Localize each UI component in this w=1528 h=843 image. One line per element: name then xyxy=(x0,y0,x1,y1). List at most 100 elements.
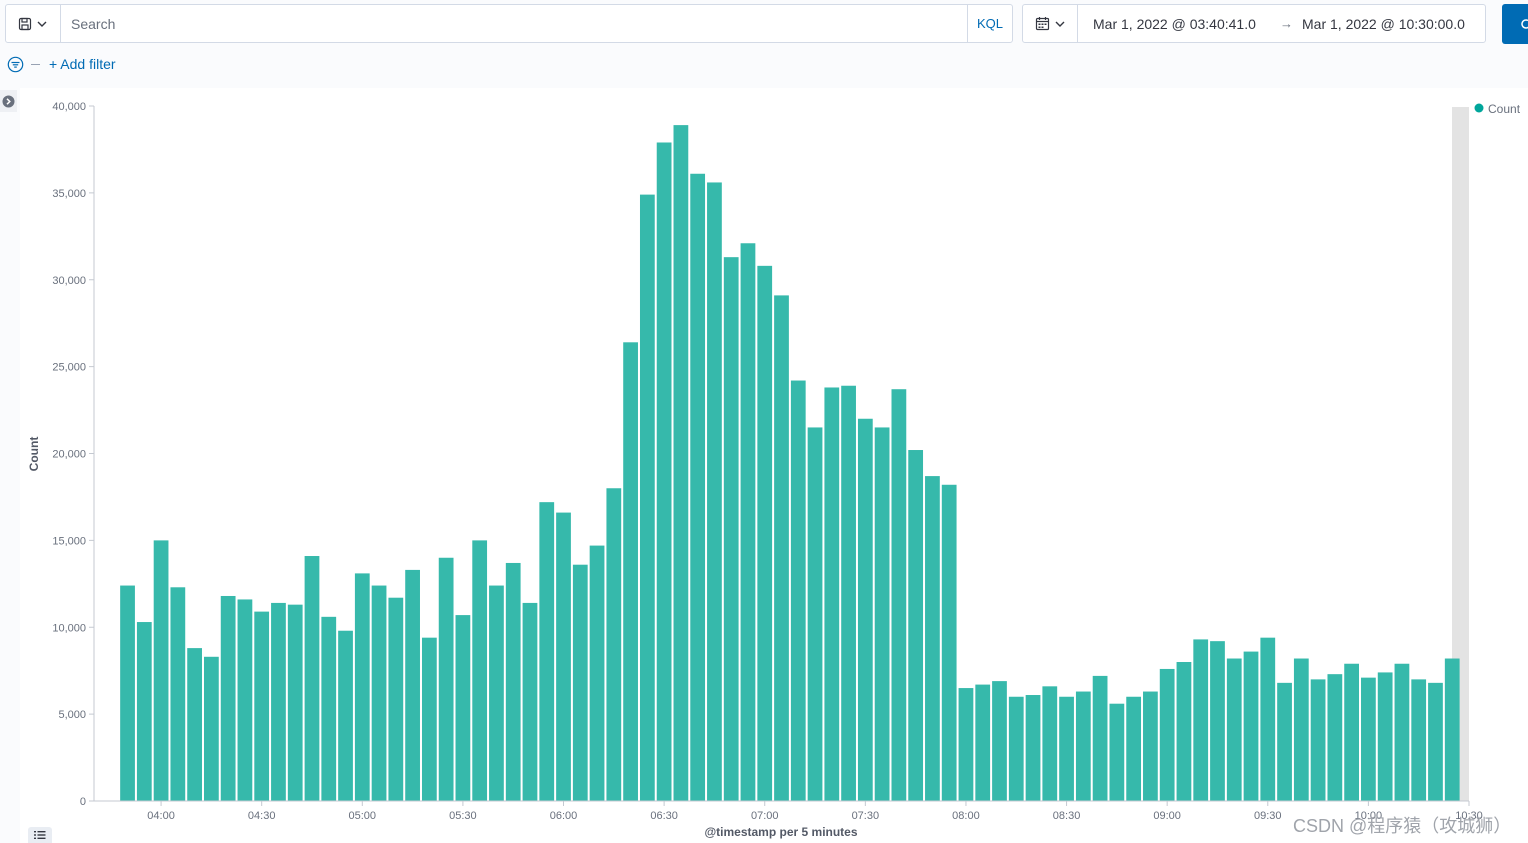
bar[interactable] xyxy=(1344,663,1359,801)
bar[interactable] xyxy=(1411,679,1427,802)
bar[interactable] xyxy=(220,595,236,801)
bar[interactable] xyxy=(925,476,940,801)
bar[interactable] xyxy=(841,385,856,801)
bar[interactable] xyxy=(975,684,991,801)
bar[interactable] xyxy=(774,295,789,801)
date-start[interactable]: Mar 1, 2022 @ 03:40:41.0 xyxy=(1093,16,1256,32)
bar[interactable] xyxy=(1176,662,1192,801)
bar[interactable] xyxy=(187,648,202,801)
bar[interactable] xyxy=(421,637,437,801)
saved-query-button[interactable] xyxy=(6,5,61,42)
bar[interactable] xyxy=(891,389,907,801)
bar[interactable] xyxy=(1243,651,1259,801)
bar[interactable] xyxy=(304,556,320,801)
bar[interactable] xyxy=(371,585,387,801)
bar[interactable] xyxy=(1277,682,1292,801)
sidebar-collapse-button[interactable] xyxy=(0,90,17,112)
bar[interactable] xyxy=(170,587,186,801)
bar[interactable] xyxy=(992,681,1007,801)
date-end[interactable]: Mar 1, 2022 @ 10:30:00.0 xyxy=(1302,16,1465,32)
x-tick-label: 05:00 xyxy=(349,810,377,822)
bar[interactable] xyxy=(1444,658,1460,801)
bar[interactable] xyxy=(690,173,706,801)
bar[interactable] xyxy=(1092,675,1108,801)
bar[interactable] xyxy=(1025,695,1041,801)
refresh-icon xyxy=(1521,19,1528,29)
watermark: CSDN @程序猿（攻城狮） xyxy=(1293,816,1512,836)
bar[interactable] xyxy=(656,142,672,802)
bar[interactable] xyxy=(958,688,974,801)
bar[interactable] xyxy=(589,545,605,801)
bar[interactable] xyxy=(522,602,538,801)
bar[interactable] xyxy=(824,387,840,801)
bar[interactable] xyxy=(405,569,420,801)
bar[interactable] xyxy=(1293,658,1309,801)
search-input[interactable] xyxy=(61,5,969,42)
bar[interactable] xyxy=(1042,686,1058,801)
bar[interactable] xyxy=(556,512,571,801)
bar[interactable] xyxy=(438,557,454,801)
bar[interactable] xyxy=(254,611,270,801)
bar[interactable] xyxy=(455,615,471,801)
bar[interactable] xyxy=(1126,696,1142,801)
bar[interactable] xyxy=(707,182,722,801)
bar[interactable] xyxy=(321,616,337,801)
kql-language-button[interactable]: KQL xyxy=(967,5,1012,42)
bar[interactable] xyxy=(153,540,169,802)
bar[interactable] xyxy=(673,125,689,802)
filter-options-icon[interactable] xyxy=(7,56,24,73)
bar[interactable] xyxy=(1394,663,1410,801)
bar[interactable] xyxy=(1059,696,1074,801)
bar[interactable] xyxy=(1159,668,1175,801)
bar[interactable] xyxy=(757,265,773,802)
bar[interactable] xyxy=(941,484,957,801)
bar[interactable] xyxy=(539,502,555,801)
bar[interactable] xyxy=(1377,672,1393,801)
bar[interactable] xyxy=(572,564,588,801)
bar[interactable] xyxy=(807,427,823,801)
brush-overlay[interactable] xyxy=(1452,107,1469,801)
bar[interactable] xyxy=(1428,682,1443,801)
bar[interactable] xyxy=(606,488,622,801)
bar[interactable] xyxy=(388,597,404,801)
bar[interactable] xyxy=(908,450,924,801)
bar[interactable] xyxy=(505,562,521,801)
y-tick-label: 20,000 xyxy=(52,449,86,461)
bar[interactable] xyxy=(287,604,303,801)
bar[interactable] xyxy=(1193,639,1209,801)
x-tick-label: 06:30 xyxy=(650,810,678,822)
bar[interactable] xyxy=(1226,658,1242,801)
bar[interactable] xyxy=(857,418,873,801)
bar[interactable] xyxy=(1260,637,1276,801)
bar[interactable] xyxy=(639,194,655,802)
bar[interactable] xyxy=(1109,703,1125,801)
bar[interactable] xyxy=(723,257,739,801)
bar[interactable] xyxy=(120,585,135,801)
date-quick-menu-button[interactable] xyxy=(1023,5,1078,42)
chart-toggle-button[interactable] xyxy=(28,827,52,843)
bar[interactable] xyxy=(354,573,370,801)
bar[interactable] xyxy=(1361,677,1376,801)
bar[interactable] xyxy=(1143,691,1158,801)
bar[interactable] xyxy=(790,380,806,801)
bar[interactable] xyxy=(204,656,219,801)
bar[interactable] xyxy=(1008,696,1024,801)
bar[interactable] xyxy=(1310,679,1326,802)
bar[interactable] xyxy=(237,599,253,801)
add-filter-button[interactable]: + Add filter xyxy=(49,56,116,72)
bar[interactable] xyxy=(1075,691,1091,801)
bar[interactable] xyxy=(489,585,504,801)
bar[interactable] xyxy=(874,427,890,801)
legend[interactable]: Count xyxy=(1474,102,1521,116)
bar[interactable] xyxy=(1327,674,1343,801)
bar[interactable] xyxy=(136,622,152,801)
bar[interactable] xyxy=(1210,641,1225,801)
bar[interactable] xyxy=(472,540,488,802)
bar[interactable] xyxy=(338,630,353,801)
bar[interactable] xyxy=(623,342,638,801)
bar[interactable] xyxy=(740,243,756,801)
bar[interactable] xyxy=(271,602,286,801)
refresh-button[interactable] xyxy=(1502,4,1528,44)
query-input-group: KQL xyxy=(5,4,1013,43)
